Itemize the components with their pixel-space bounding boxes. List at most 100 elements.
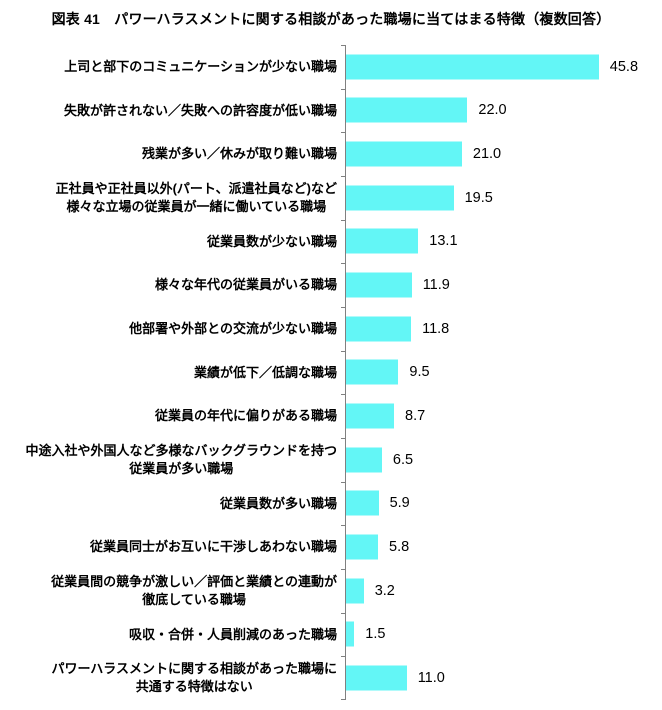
axis-tick [341, 45, 345, 46]
category-label-text: 中途入社や外国人など多様なバックグラウンドを持つ 従業員が多い職場 [25, 443, 337, 476]
category-label-text: 従業員数が多い職場 [219, 495, 337, 511]
plot-area: 5.8 [341, 525, 662, 569]
bar [346, 54, 599, 80]
value-label: 6.5 [392, 451, 414, 468]
axis-tick [341, 394, 345, 396]
value-label: 9.5 [409, 364, 430, 381]
category-label: パワーハラスメントに関する相談があった職場に 共通する特徴はない [0, 656, 345, 700]
category-label: 正社員や正社員以外(パート、派遣社員など)など 様々な立場の従業員が一緒に働いて… [0, 176, 345, 220]
chart-row: 正社員や正社員以外(パート、派遣社員など)など 様々な立場の従業員が一緒に働いて… [0, 175, 662, 220]
category-label-text: 従業員数が少ない職場 [206, 233, 337, 249]
plot-area: 11.0 [341, 656, 662, 700]
plot-area: 6.5 [341, 437, 662, 482]
value-label: 21.0 [472, 146, 502, 163]
axis-tick [341, 263, 345, 265]
category-label-text: 失敗が許されない／失敗への許容度が低い職場 [63, 102, 337, 118]
bar [346, 228, 419, 254]
plot-area: 11.8 [341, 306, 662, 351]
value-label: 19.5 [464, 189, 493, 206]
category-label: 業績が低下／低調な職場 [0, 351, 345, 395]
category-label-text: 業績が低下／低調な職場 [193, 364, 337, 380]
category-label: 従業員同士がお互いに干渉しあわない職場 [0, 525, 345, 569]
category-label: 従業員数が多い職場 [0, 482, 345, 526]
value-label: 22.0 [478, 102, 507, 119]
value-label: 3.2 [374, 582, 395, 599]
value-label: 5.9 [389, 495, 410, 512]
chart-row: 残業が多い／休みが取り難い職場 21.0 [0, 132, 662, 176]
bar [346, 665, 407, 691]
chart-row: 上司と部下のコミュニケーションが少ない職場 45.8 [0, 45, 662, 89]
axis-tick [341, 568, 345, 570]
plot-area: 9.5 [341, 350, 662, 395]
category-label: 吸収・合併・人員削減のあった職場 [0, 613, 345, 657]
chart-row: 従業員数が少ない職場 13.1 [0, 219, 662, 264]
axis-tick [341, 698, 345, 700]
category-label-text: 様々な年代の従業員がいる職場 [154, 277, 337, 293]
value-label: 11.8 [422, 320, 450, 337]
plot-area: 21.0 [341, 132, 662, 176]
bar [346, 359, 399, 385]
category-label-text: 従業員間の競争が激しい／評価と業績との連動が 徹底している職場 [51, 574, 337, 607]
plot-area: 45.8 [341, 45, 662, 89]
axis-tick [341, 175, 345, 177]
value-label: 45.8 [609, 58, 639, 75]
value-label: 8.7 [405, 408, 426, 425]
chart-row: 中途入社や外国人など多様なバックグラウンドを持つ 従業員が多い職場 6.5 [0, 437, 662, 482]
plot-area: 8.7 [341, 394, 662, 438]
bar [346, 403, 394, 429]
category-label-text: 他部署や外部との交流が少ない職場 [129, 320, 337, 336]
category-label: 様々な年代の従業員がいる職場 [0, 263, 345, 307]
category-label-text: 従業員の年代に偏りがある職場 [154, 408, 337, 424]
category-label-text: 従業員同士がお互いに干渉しあわない職場 [89, 539, 337, 555]
category-label: 上司と部下のコミュニケーションが少ない職場 [0, 45, 345, 89]
category-label-text: 上司と部下のコミュニケーションが少ない職場 [64, 59, 337, 75]
axis-tick [341, 132, 345, 134]
bar-chart: 上司と部下のコミュニケーションが少ない職場 45.8 失敗が許されない／失敗への… [0, 45, 662, 700]
category-label: 他部署や外部との交流が少ない職場 [0, 307, 345, 351]
bar [346, 447, 382, 473]
value-label: 13.1 [429, 233, 458, 250]
plot-area: 1.5 [341, 612, 662, 657]
chart-row: 吸収・合併・人員削減のあった職場 1.5 [0, 612, 662, 657]
value-label: 5.8 [389, 539, 410, 556]
chart-row: 業績が低下／低調な職場 9.5 [0, 350, 662, 395]
plot-area: 11.9 [341, 263, 662, 307]
bar [346, 621, 355, 647]
axis-tick [341, 437, 345, 439]
value-label: 11.9 [422, 277, 450, 294]
category-label: 従業員数が少ない職場 [0, 220, 345, 264]
chart-row: 従業員の年代に偏りがある職場 8.7 [0, 394, 662, 438]
bar [346, 141, 462, 167]
axis-tick [341, 656, 345, 658]
category-label: 中途入社や外国人など多様なバックグラウンドを持つ 従業員が多い職場 [0, 438, 345, 482]
chart-row: 他部署や外部との交流が少ない職場 11.8 [0, 306, 662, 351]
bar [346, 316, 412, 342]
category-label: 残業が多い／休みが取り難い職場 [0, 132, 345, 176]
bar [346, 490, 379, 516]
category-label-text: 正社員や正社員以外(パート、派遣社員など)など 様々な立場の従業員が一緒に働いて… [55, 181, 337, 214]
bar [346, 534, 378, 560]
plot-area: 5.9 [341, 481, 662, 526]
bar [346, 185, 454, 211]
axis-tick [341, 350, 345, 352]
value-label: 11.0 [417, 670, 445, 687]
category-label: 失敗が許されない／失敗への許容度が低い職場 [0, 89, 345, 133]
category-label-text: パワーハラスメントに関する相談があった職場に 共通する特徴はない [51, 661, 337, 695]
axis-tick [341, 481, 345, 483]
chart-row: パワーハラスメントに関する相談があった職場に 共通する特徴はない 11.0 [0, 656, 662, 700]
axis-tick [341, 219, 345, 221]
chart-title: 図表 41 パワーハラスメントに関する相談があった職場に当てはまる特徴（複数回答… [51, 11, 611, 27]
bar [346, 97, 468, 123]
axis-tick [341, 525, 345, 527]
plot-area: 13.1 [341, 219, 662, 264]
category-label-text: 吸収・合併・人員削減のあった職場 [128, 626, 337, 642]
chart-row: 従業員同士がお互いに干渉しあわない職場 5.8 [0, 525, 662, 569]
axis-tick [341, 88, 345, 90]
axis-tick [341, 612, 345, 614]
chart-row: 従業員数が多い職場 5.9 [0, 481, 662, 526]
plot-area: 19.5 [341, 175, 662, 220]
chart-row: 失敗が許されない／失敗への許容度が低い職場 22.0 [0, 88, 662, 133]
bar [346, 578, 364, 604]
chart-row: 様々な年代の従業員がいる職場 11.9 [0, 263, 662, 307]
